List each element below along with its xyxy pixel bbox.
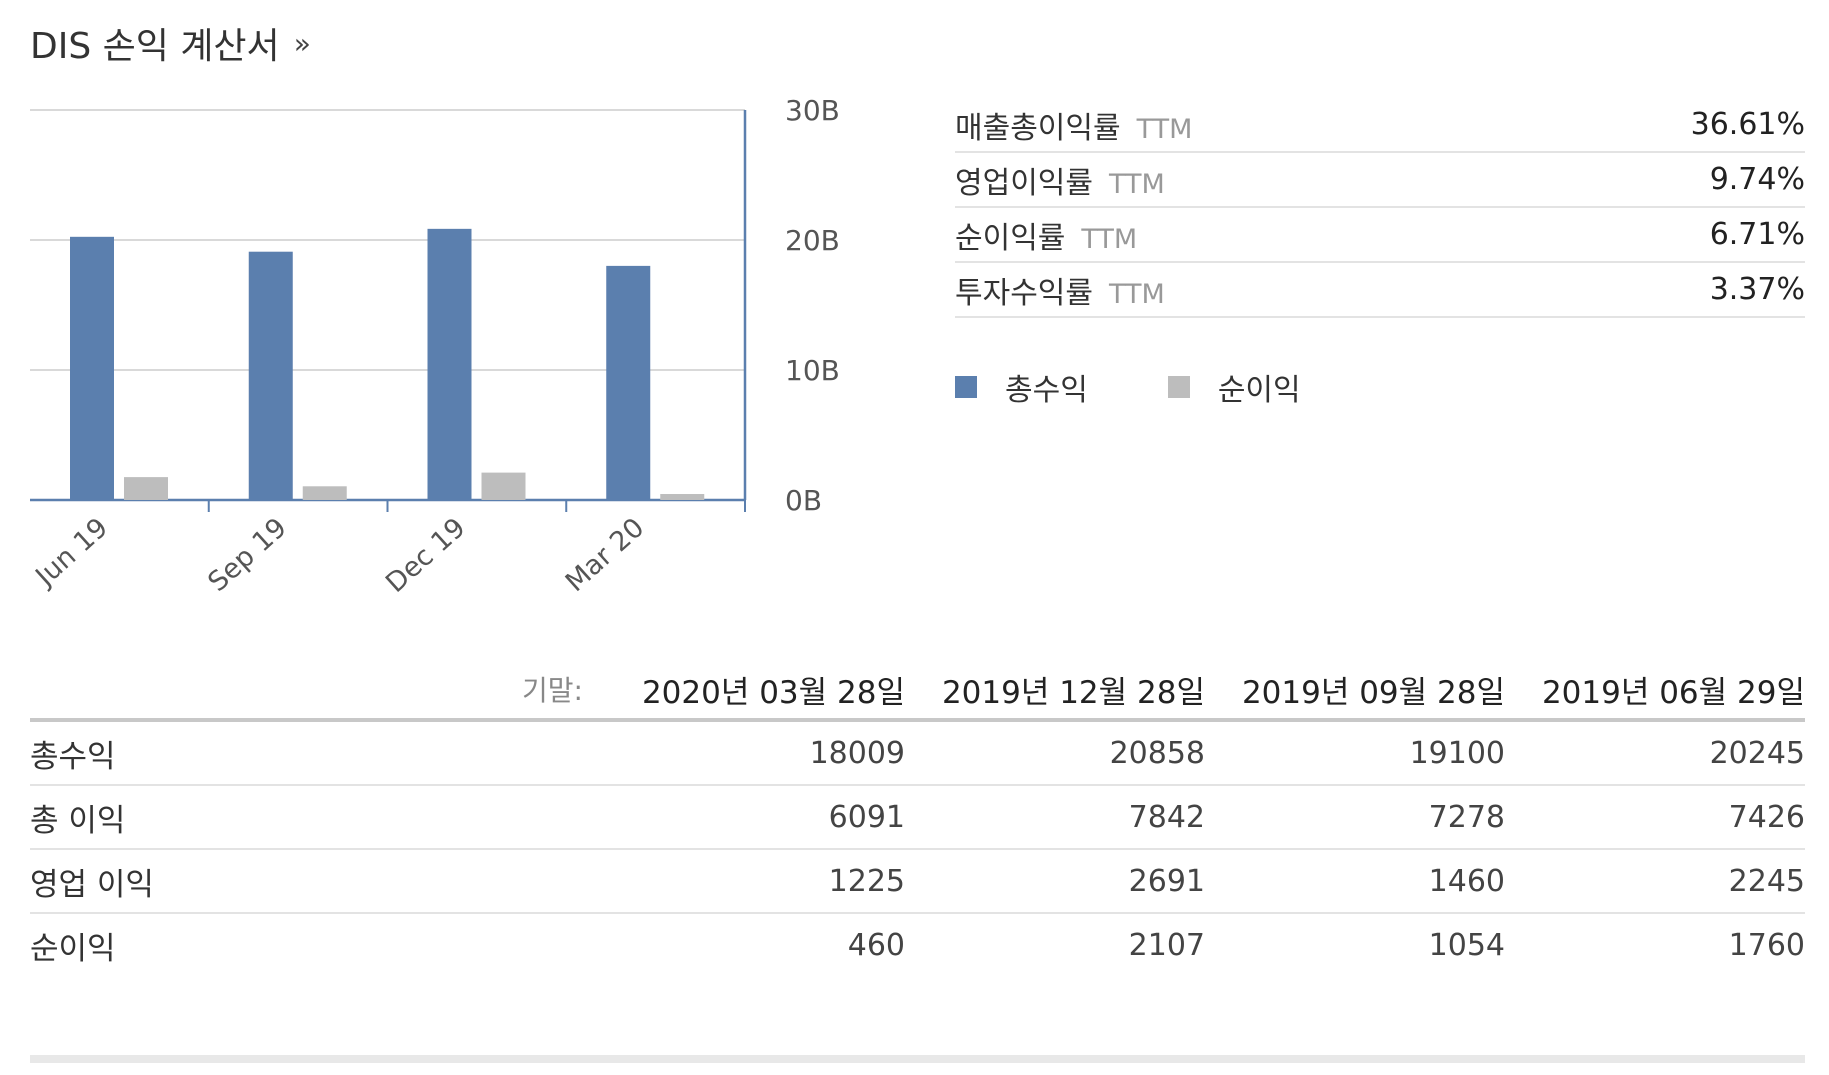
table-row: 총수익 18009 20858 19100 20245 xyxy=(30,722,1805,786)
ratio-list: 매출총이익률 TTM 36.61% 영업이익률 TTM 9.74% 순이익률 TTM … xyxy=(955,98,1805,318)
ratio-label: 영업이익률 xyxy=(955,165,1093,201)
table-cell: 19100 xyxy=(1409,735,1505,771)
table-cell: 18009 xyxy=(809,735,905,771)
column-header: 2019년 09월 28일 xyxy=(1241,674,1505,711)
table-cell: 6091 xyxy=(828,799,905,835)
table-cell: 2691 xyxy=(1128,863,1205,899)
bar-revenue xyxy=(427,228,472,500)
table-cell: 1225 xyxy=(828,863,905,899)
x-tick-label: Dec 19 xyxy=(380,512,471,599)
page-title: DIS 손익 계산서 » xyxy=(30,18,311,68)
table-cell: 20245 xyxy=(1709,735,1805,771)
table-cell: 1054 xyxy=(1428,927,1505,963)
x-tick-label: Mar 20 xyxy=(560,512,651,598)
column-header: 2020년 03월 28일 xyxy=(641,674,905,711)
column-header: 2019년 06월 29일 xyxy=(1541,674,1805,711)
table-row: 총 이익 6091 7842 7278 7426 xyxy=(30,786,1805,850)
ratio-value: 36.61% xyxy=(1690,107,1805,142)
y-tick-label: 20B xyxy=(785,224,840,257)
table-cell: 2245 xyxy=(1728,863,1805,899)
table-cell: 1460 xyxy=(1428,863,1505,899)
ratio-value: 3.37% xyxy=(1709,272,1805,307)
legend-item-revenue[interactable]: 총수익 xyxy=(955,365,1088,409)
ratio-label: 순이익률 xyxy=(955,220,1066,256)
ratio-ttm: TTM xyxy=(1136,113,1193,145)
x-tick-label: Jun 19 xyxy=(29,512,115,593)
y-tick-label: 0B xyxy=(785,484,822,517)
legend-swatch-net-income xyxy=(1167,376,1190,398)
ratio-label: 투자수익률 xyxy=(955,275,1093,311)
y-tick-label: 30B xyxy=(785,94,840,127)
table-row: 순이익 460 2107 1054 1760 xyxy=(30,914,1805,976)
ratio-ttm: TTM xyxy=(1081,223,1138,255)
row-label: 총 이익 xyxy=(30,802,126,839)
ratio-row-gross-margin: 매출총이익률 TTM 36.61% xyxy=(955,98,1805,153)
table-cell: 7842 xyxy=(1128,799,1205,835)
table-cell: 20858 xyxy=(1109,735,1205,771)
ratio-value: 9.74% xyxy=(1709,162,1805,197)
bar-net-income xyxy=(660,494,705,500)
table-cell: 460 xyxy=(847,927,905,963)
ratio-label: 매출총이익률 xyxy=(955,110,1121,146)
table-cell: 1760 xyxy=(1728,927,1805,963)
income-table: 기말: 2020년 03월 28일 2019년 12월 28일 2019년 09… xyxy=(30,660,1805,976)
ratio-ttm: TTM xyxy=(1109,168,1165,200)
ratio-row-operating-margin: 영업이익률 TTM 9.74% xyxy=(955,153,1805,208)
bar-revenue xyxy=(606,265,651,500)
footer-divider xyxy=(30,1055,1805,1063)
chart-legend: 총수익 순이익 xyxy=(955,365,1301,409)
y-tick-label: 10B xyxy=(785,354,840,387)
ratio-row-net-margin: 순이익률 TTM 6.71% xyxy=(955,208,1805,263)
title-text: DIS 손익 계산서 xyxy=(30,26,280,67)
ratio-row-roi: 투자수익률 TTM 3.37% xyxy=(955,263,1805,318)
more-link-icon[interactable]: » xyxy=(293,26,311,60)
bar-net-income xyxy=(124,477,168,500)
table-cell: 7426 xyxy=(1728,799,1805,835)
table-cell: 2107 xyxy=(1128,927,1205,963)
table-header: 기말: 2020년 03월 28일 2019년 12월 28일 2019년 09… xyxy=(30,660,1805,722)
ratio-value: 6.71% xyxy=(1709,217,1805,252)
x-tick-label: Sep 19 xyxy=(202,512,292,598)
bar-revenue xyxy=(248,251,293,500)
period-end-label: 기말: xyxy=(522,674,583,707)
row-label: 총수익 xyxy=(30,738,116,775)
income-bar-chart: 0B 10B 20B 30B Jun 19 Sep 19 Dec 19 Mar 20 xyxy=(29,94,840,599)
ratio-ttm: TTM xyxy=(1109,278,1165,310)
column-header: 2019년 12월 28일 xyxy=(941,674,1205,711)
table-cell: 7278 xyxy=(1428,799,1505,835)
legend-label: 총수익 xyxy=(1005,373,1088,408)
table-row: 영업 이익 1225 2691 1460 2245 xyxy=(30,850,1805,914)
row-label: 순이익 xyxy=(30,930,116,967)
row-label: 영업 이익 xyxy=(30,866,154,903)
bar-net-income xyxy=(302,486,347,500)
legend-item-net-income[interactable]: 순이익 xyxy=(1167,365,1301,409)
bar-revenue xyxy=(70,236,114,500)
legend-swatch-revenue xyxy=(955,376,977,398)
bar-net-income xyxy=(481,472,526,500)
legend-label: 순이익 xyxy=(1217,373,1301,408)
